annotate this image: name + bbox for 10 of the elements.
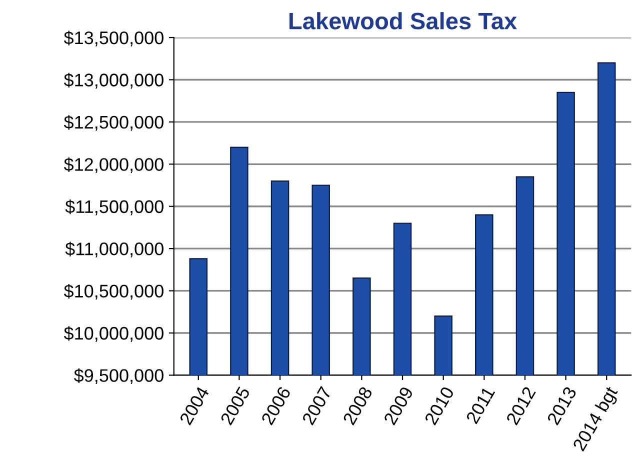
y-tick-label: $13,500,000 bbox=[64, 30, 164, 46]
y-tick-label: $12,000,000 bbox=[64, 157, 164, 174]
y-tick-label: $11,000,000 bbox=[65, 242, 164, 258]
y-tick-label: $9,500,000 bbox=[74, 368, 164, 384]
y-tick-label: $10,000,000 bbox=[64, 326, 164, 342]
y-tick-label: $11,500,000 bbox=[65, 200, 164, 216]
y-tick-label: $13,000,000 bbox=[64, 72, 164, 89]
chart-title: Lakewood Sales Tax bbox=[289, 12, 517, 30]
y-tick-label: $10,500,000 bbox=[64, 284, 164, 300]
y-tick-label: $12,500,000 bbox=[64, 115, 164, 131]
